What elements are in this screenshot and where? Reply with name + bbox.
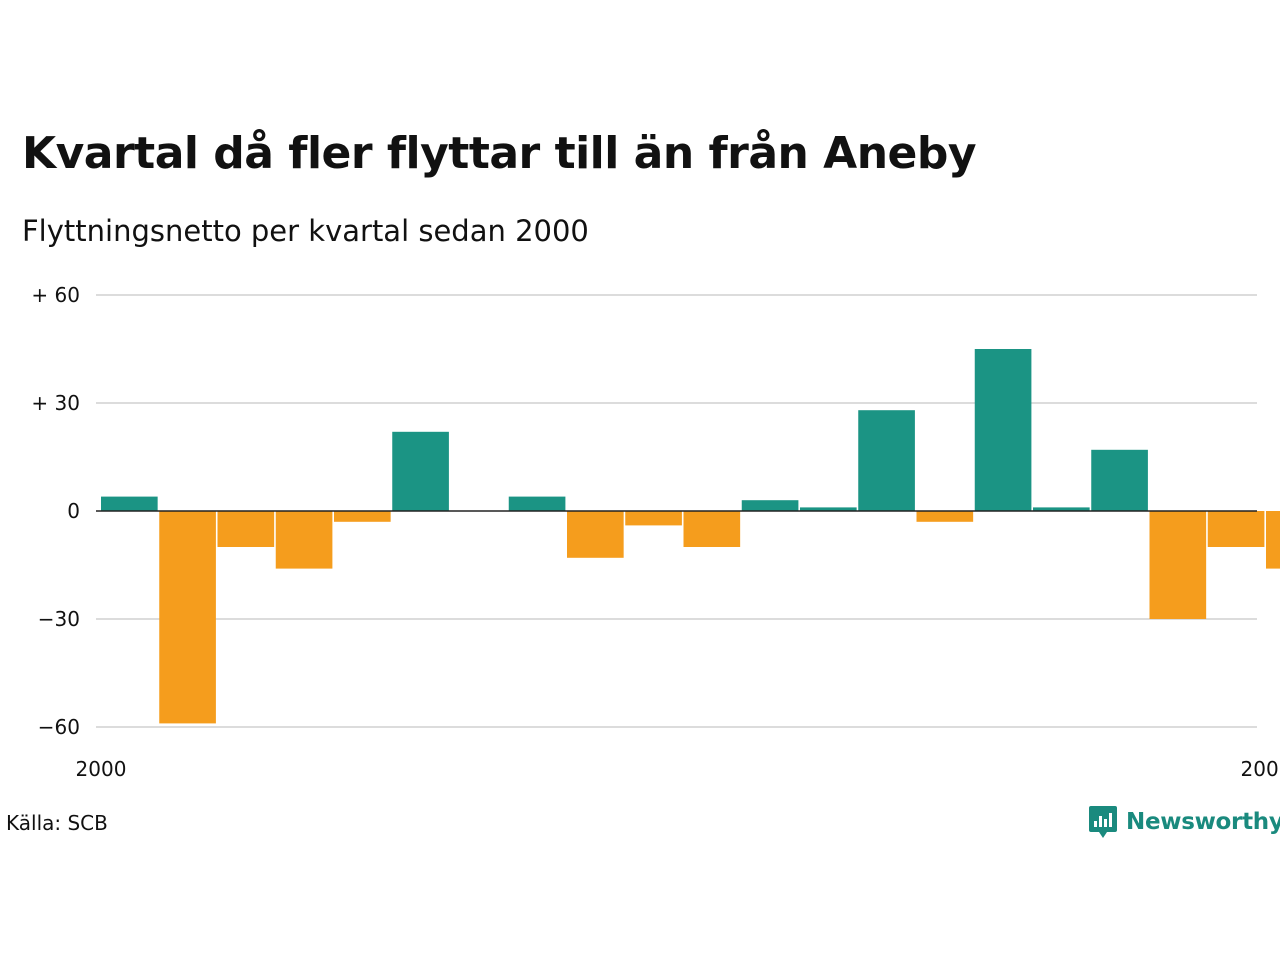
bar [392, 431, 449, 511]
x-tick-label: 2000 [76, 757, 127, 781]
bar [508, 496, 566, 511]
bar [683, 511, 741, 547]
y-tick-label: −60 [38, 715, 80, 739]
x-axis-tick-labels: 20002005201020152020 [76, 757, 1280, 781]
brand-logo: Newsworthy [1088, 804, 1280, 840]
bar [275, 511, 333, 569]
y-tick-label: 0 [67, 499, 80, 523]
source-note: Källa: SCB [6, 811, 108, 835]
x-tick-label: 2005 [1241, 757, 1280, 781]
brand-name: Newsworthy [1126, 809, 1280, 835]
y-tick-label: + 30 [31, 391, 80, 415]
bar [800, 507, 857, 511]
bar [217, 511, 275, 547]
bar [101, 496, 158, 511]
bar [974, 349, 1032, 511]
grid-lines [96, 294, 1257, 728]
chart-title: Kvartal då fler flyttar till än från Ane… [22, 128, 977, 179]
y-tick-label: −30 [38, 607, 80, 631]
bar [858, 410, 915, 511]
bar [916, 511, 974, 522]
bar [625, 511, 682, 526]
bar [159, 511, 216, 724]
bar [1091, 449, 1148, 511]
bar [567, 511, 624, 558]
chart-subtitle: Flyttningsnetto per kvartal sedan 2000 [22, 214, 589, 248]
bar [1207, 511, 1265, 547]
bar [1033, 507, 1090, 511]
bars [101, 349, 1280, 724]
newsworthy-logo-icon [1089, 806, 1117, 838]
y-tick-label: + 60 [31, 283, 80, 307]
y-axis-tick-labels: + 60 + 30 0 −30 −60 [31, 283, 80, 739]
bar [1266, 511, 1280, 569]
bar [741, 500, 799, 511]
bar [1149, 511, 1207, 619]
bar [334, 511, 391, 522]
